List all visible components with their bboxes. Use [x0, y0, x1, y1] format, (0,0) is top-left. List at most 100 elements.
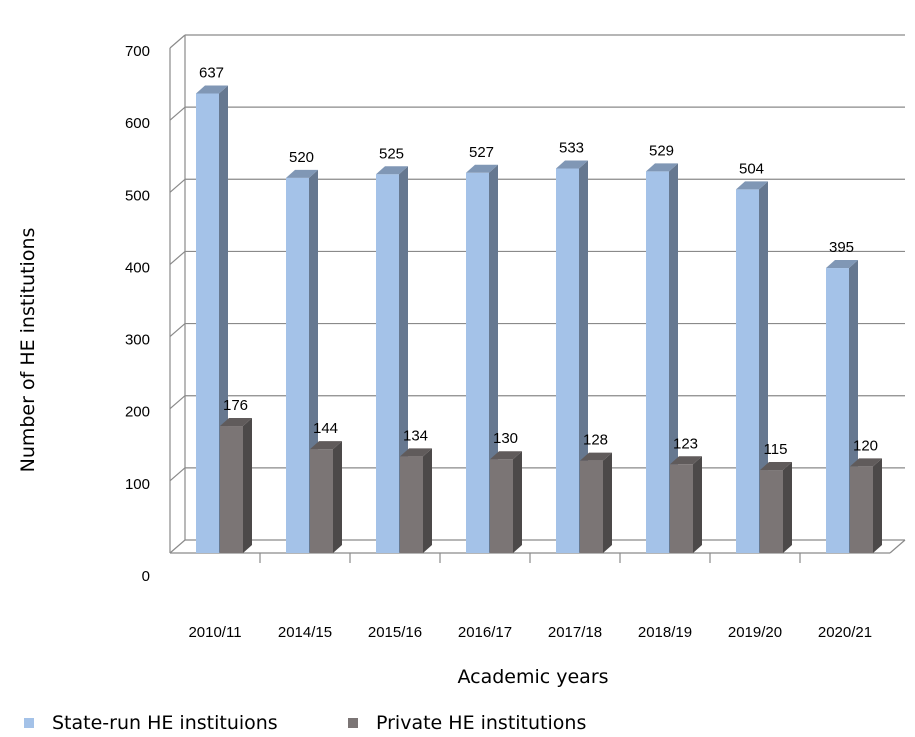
- gridline-diag-700: [169, 34, 186, 49]
- gridline-diag-400: [169, 250, 186, 265]
- gridline-diag-500: [169, 178, 186, 193]
- bar-private-2018-19: [670, 456, 702, 553]
- gridline-diag-100: [169, 467, 186, 482]
- bar-private-2019-20-front: [760, 470, 783, 553]
- bar-state-2016-17-top: [466, 164, 498, 173]
- bar-state-2017-18-front: [556, 168, 579, 553]
- bar-state-2015-16-top: [376, 166, 408, 175]
- bar-state-2018-19-front: [646, 171, 669, 553]
- bar-private-2010-11-front: [220, 426, 243, 553]
- bar-chart: 0 100 200 300 400 500 600 700 637 176 520 144 525 13…: [125, 34, 906, 641]
- x-axis-title: Academic years: [457, 666, 609, 688]
- bar-private-2018-19-top: [670, 456, 702, 465]
- gridlines: [169, 34, 905, 482]
- bar-state-2010-11-front: [196, 93, 219, 553]
- bar-private-2016-17-top: [490, 451, 522, 460]
- bar-state-2014-15: [286, 169, 318, 553]
- bar-private-2017-18-side: [603, 452, 612, 553]
- data-label-state-2014-15: 520: [289, 149, 314, 166]
- x-tick-label-2019-20: 2019/20: [728, 624, 782, 641]
- bar-state-2019-20-side: [759, 181, 768, 553]
- bar-private-2010-11: [220, 418, 252, 553]
- gridline-diag-300: [169, 323, 186, 338]
- bar-state-2010-11-top: [196, 85, 228, 94]
- data-label-private-2015-16: 134: [403, 427, 428, 444]
- bar-state-2018-19-side: [669, 163, 678, 553]
- bar-state-2016-17-front: [466, 172, 489, 554]
- x-tick-label-2014-15: 2014/15: [278, 624, 332, 641]
- bar-state-2020-21-top: [826, 260, 858, 269]
- y-tick-label-200: 200: [125, 404, 150, 421]
- y-tick-label-100: 100: [125, 476, 150, 493]
- y-tick-label-0: 0: [142, 568, 150, 585]
- data-label-state-2016-17: 527: [469, 144, 494, 161]
- y-tick-label-500: 500: [125, 187, 150, 204]
- data-label-state-2020-21: 395: [829, 239, 854, 256]
- data-label-private-2019-20: 115: [764, 441, 788, 458]
- y-tick-label-400: 400: [125, 259, 150, 276]
- data-label-state-2018-19: 529: [649, 142, 674, 159]
- x-tick-label-2010-11: 2010/11: [188, 624, 241, 641]
- y-tick-label-300: 300: [125, 332, 150, 349]
- bar-private-2016-17-front: [490, 459, 513, 553]
- bar-state-2017-18: [556, 160, 588, 553]
- bar-private-2020-21-front: [850, 466, 873, 553]
- data-label-private-2018-19: 123: [673, 435, 698, 452]
- y-axis-ticks: 0 100 200 300 400 500 600 700: [125, 43, 150, 585]
- bar-state-2018-19-top: [646, 163, 678, 172]
- legend-label-state: State-run HE instituions: [52, 712, 278, 734]
- bar-state-2014-15-front: [286, 177, 309, 553]
- axes: [169, 35, 906, 554]
- gridline-diag-600: [169, 106, 186, 121]
- legend-item-private: Private HE institutions: [348, 712, 586, 734]
- bars: [196, 85, 882, 554]
- x-tick-label-2016-17: 2016/17: [458, 624, 512, 641]
- bar-private-2017-18-front: [580, 460, 603, 553]
- bar-state-2020-21-front: [826, 268, 849, 553]
- bar-state-2014-15-top: [286, 169, 318, 178]
- bar-private-2015-16: [400, 448, 432, 553]
- bar-state-2019-20-front: [736, 189, 759, 553]
- bar-private-2020-21-side: [873, 458, 882, 553]
- bar-private-2015-16-side: [423, 448, 432, 553]
- bar-state-2019-20-top: [736, 181, 768, 190]
- bar-private-2019-20: [760, 462, 792, 553]
- bar-state-2017-18-top: [556, 160, 588, 169]
- data-label-state-2019-20: 504: [739, 160, 764, 177]
- bar-private-2018-19-side: [693, 456, 702, 553]
- data-label-state-2010-11: 637: [199, 64, 224, 81]
- x-tick-label-2017-18: 2017/18: [548, 624, 602, 641]
- bar-private-2014-15-side: [333, 441, 342, 553]
- gridline-diag-200: [169, 395, 186, 410]
- bar-private-2015-16-front: [400, 456, 423, 553]
- bar-private-2020-21-top: [850, 458, 882, 467]
- data-label-state-2015-16: 525: [379, 145, 404, 162]
- legend-label-private: Private HE institutions: [376, 712, 587, 734]
- data-labels: 637 176 520 144 525 134 527 130 533 128 529 123 504 1…: [199, 64, 878, 458]
- bar-private-2010-11-top: [220, 418, 252, 427]
- y-axis-title: Number of HE institutions: [17, 227, 39, 473]
- legend-swatch-state: [24, 718, 34, 728]
- bar-private-2017-18: [580, 452, 612, 553]
- legend-item-state: State-run HE instituions: [24, 712, 278, 734]
- bar-state-2019-20: [736, 181, 768, 553]
- bar-private-2014-15-front: [310, 449, 333, 553]
- bar-private-2010-11-side: [243, 418, 252, 553]
- x-tick-label-2018-19: 2018/19: [638, 624, 692, 641]
- bar-private-2014-15-top: [310, 441, 342, 450]
- bar-private-2019-20-side: [783, 462, 792, 553]
- data-label-private-2014-15: 144: [313, 420, 338, 437]
- bar-private-2016-17: [490, 451, 522, 553]
- floor-left-edge: [169, 539, 186, 554]
- data-label-private-2020-21: 120: [853, 437, 878, 454]
- bar-private-2018-19-front: [670, 464, 693, 553]
- x-tick-label-2015-16: 2015/16: [368, 624, 422, 641]
- x-tick-label-2020-21: 2020/21: [818, 624, 872, 641]
- bar-private-2014-15: [310, 441, 342, 553]
- legend: State-run HE instituions Private HE inst…: [0, 712, 915, 736]
- bar-state-2016-17: [466, 164, 498, 554]
- bar-private-2017-18-top: [580, 452, 612, 461]
- data-label-private-2016-17: 130: [493, 430, 518, 447]
- bar-private-2016-17-side: [513, 451, 522, 553]
- legend-swatch-private: [348, 718, 358, 728]
